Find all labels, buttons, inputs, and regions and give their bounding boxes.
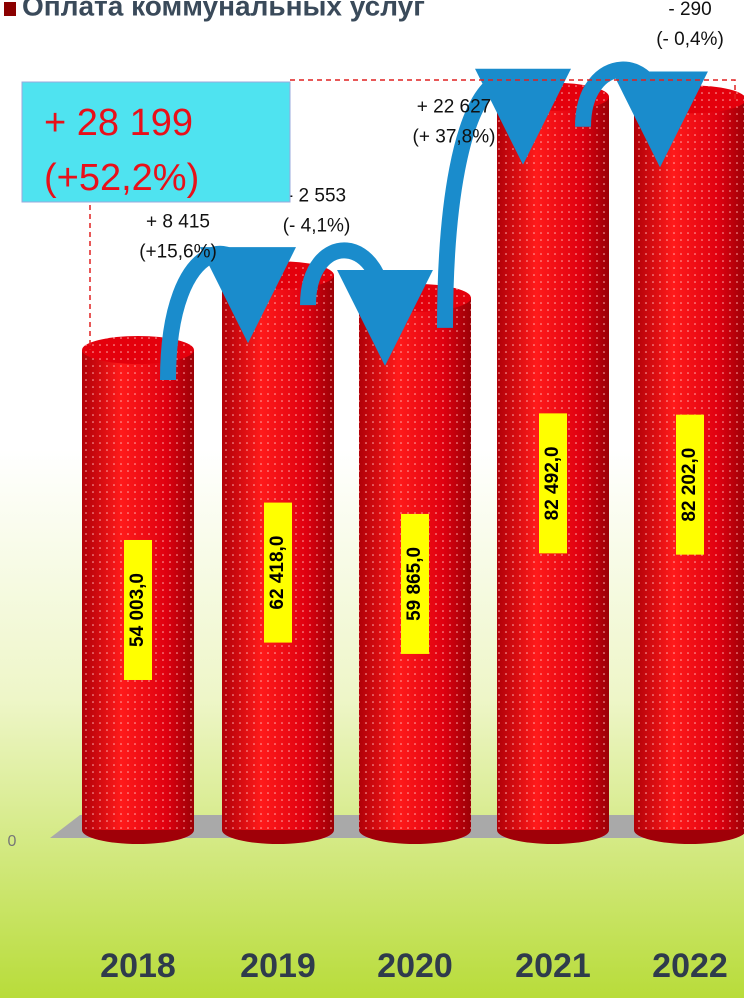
value-label: 59 865,0 <box>404 547 425 621</box>
bar <box>497 82 609 844</box>
value-label: 82 202,0 <box>679 448 700 522</box>
value-label-box <box>401 513 429 654</box>
x-tick-label: 2021 <box>515 947 591 985</box>
total-box <box>21 81 291 203</box>
total-percent: (+52,2%) <box>44 157 199 199</box>
change-amount: - 2 553 <box>287 186 346 207</box>
value-label-box <box>264 502 292 643</box>
title-icon <box>4 2 16 16</box>
total-amount: + 28 199 <box>44 102 193 144</box>
value-label-box <box>124 539 152 680</box>
change-percent: (- 4,1%) <box>283 216 351 237</box>
value-label: 62 418,0 <box>267 536 288 610</box>
value-label: 54 003,0 <box>127 573 148 647</box>
change-amount: + 8 415 <box>146 212 210 233</box>
change-amount: - 290 <box>668 0 711 20</box>
y-tick-label: 0 <box>8 833 17 850</box>
change-arrow <box>575 61 708 168</box>
change-percent: (+15,6%) <box>139 242 217 263</box>
value-label: 82 492,0 <box>542 446 563 520</box>
value-label-box <box>676 414 704 555</box>
x-tick-label: 2018 <box>100 947 176 985</box>
chart-title: Оплата коммунальных услуг <box>22 0 425 21</box>
x-tick-label: 2022 <box>652 947 728 985</box>
connector <box>290 79 736 100</box>
change-percent: (+ 37,8%) <box>413 126 496 147</box>
x-tick-label: 2019 <box>240 947 316 985</box>
change-amount: + 22 627 <box>417 96 492 117</box>
change-percent: (- 0,4%) <box>656 29 724 50</box>
change-arrow <box>160 245 296 380</box>
x-tick-label: 2020 <box>377 947 453 985</box>
change-arrow <box>437 68 571 328</box>
change-arrow <box>300 242 433 366</box>
value-label-box <box>539 413 567 554</box>
